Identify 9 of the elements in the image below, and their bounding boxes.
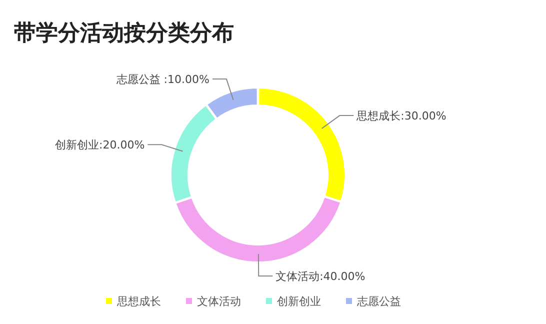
data-label: 文体活动:40.00%	[276, 270, 366, 283]
data-label: 思想成长:30.00%	[356, 110, 446, 123]
chart-title: 带学分活动按分类分布	[14, 21, 234, 46]
legend-label: 创新创业	[277, 295, 321, 308]
legend-label: 文体活动	[197, 295, 241, 308]
legend-label: 志愿公益	[357, 295, 401, 308]
legend-label: 思想成长	[116, 295, 161, 308]
data-label: 志愿公益 :10.00%	[116, 73, 210, 86]
data-label: 创新创业:20.00%	[55, 138, 145, 152]
